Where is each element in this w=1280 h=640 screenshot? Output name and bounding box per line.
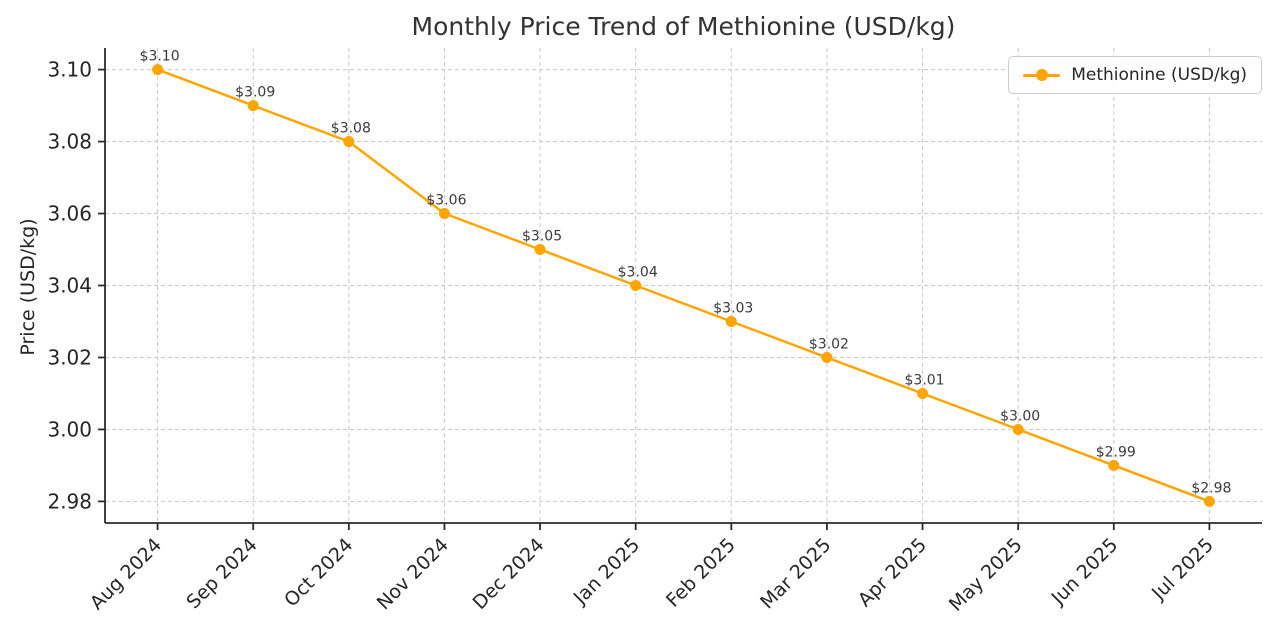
y-tick-label: 3.00 bbox=[47, 417, 92, 441]
data-point bbox=[1012, 423, 1024, 435]
data-point-label: $3.05 bbox=[522, 229, 562, 245]
legend-dot-icon bbox=[1036, 69, 1049, 81]
data-point bbox=[1203, 495, 1215, 507]
y-tick-label: 3.04 bbox=[47, 274, 92, 298]
data-point-label: $3.09 bbox=[235, 85, 275, 101]
data-point bbox=[1108, 459, 1120, 471]
data-point bbox=[917, 387, 929, 399]
data-point bbox=[152, 64, 164, 76]
legend: Methionine (USD/kg) bbox=[1008, 56, 1262, 94]
data-point-label: $3.02 bbox=[809, 336, 849, 352]
chart-title: Monthly Price Trend of Methionine (USD/k… bbox=[411, 12, 956, 41]
data-point-label: $3.01 bbox=[905, 372, 945, 388]
data-point bbox=[438, 208, 450, 220]
x-tick-label: Oct 2024 bbox=[280, 534, 357, 611]
data-point bbox=[725, 315, 737, 327]
y-tick-label: 3.02 bbox=[47, 345, 92, 369]
y-tick-label: 2.98 bbox=[47, 489, 92, 513]
x-tick-label: Aug 2024 bbox=[86, 534, 166, 614]
data-point-label: $2.99 bbox=[1096, 444, 1136, 460]
x-tick-label: Apr 2025 bbox=[854, 534, 931, 611]
x-tick-label: May 2025 bbox=[945, 534, 1027, 616]
y-tick-label: 3.08 bbox=[47, 130, 92, 154]
x-tick-label: Dec 2024 bbox=[469, 534, 549, 614]
trend-line bbox=[156, 68, 1211, 503]
data-point-label: $3.10 bbox=[140, 49, 180, 65]
data-point-label: $2.98 bbox=[1191, 480, 1231, 496]
x-tick-label: Jan 2025 bbox=[569, 534, 644, 609]
x-tick-label: Jul 2025 bbox=[1147, 534, 1218, 605]
x-tick-label: Sep 2024 bbox=[182, 534, 261, 613]
data-point bbox=[343, 136, 355, 148]
data-point-label: $3.04 bbox=[618, 265, 658, 281]
legend-label: Methionine (USD/kg) bbox=[1071, 65, 1247, 85]
x-tick-label: Mar 2025 bbox=[756, 534, 835, 613]
x-tick-label: Jun 2025 bbox=[1047, 534, 1123, 610]
x-tick-label: Feb 2025 bbox=[662, 534, 740, 612]
y-tick-label: 3.06 bbox=[47, 202, 92, 226]
data-point bbox=[821, 351, 833, 363]
legend-line-marker-icon bbox=[1023, 69, 1061, 81]
data-point bbox=[247, 100, 259, 112]
data-point-label: $3.03 bbox=[713, 300, 753, 316]
y-tick-label: 3.10 bbox=[47, 58, 92, 82]
data-point-label: $3.06 bbox=[426, 193, 466, 209]
x-tick-label: Nov 2024 bbox=[373, 534, 453, 614]
data-point bbox=[630, 280, 642, 291]
data-point bbox=[534, 244, 546, 256]
data-point-label: $3.00 bbox=[1000, 408, 1040, 424]
data-point-label: $3.08 bbox=[331, 121, 371, 137]
